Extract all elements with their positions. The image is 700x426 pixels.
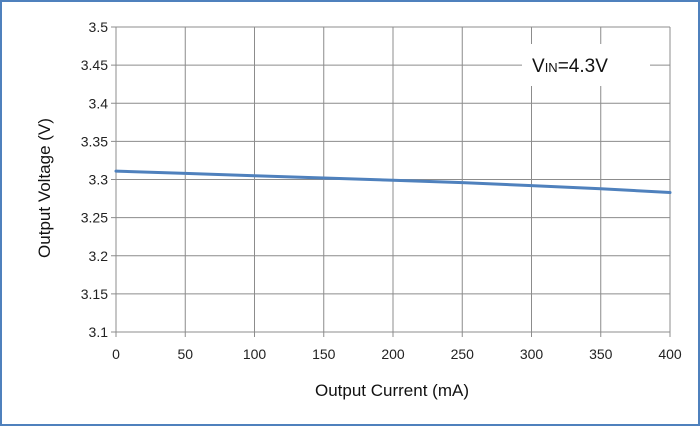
y-axis-ticks: 3.1 3.15 3.2 3.25 3.3 3.35 3.4 3.45 3.5 <box>81 19 116 340</box>
y-tick-label: 3.25 <box>81 210 108 226</box>
x-tick-label: 250 <box>451 346 475 362</box>
annotation-box: VIN=4.3V <box>522 44 650 86</box>
x-tick-label: 100 <box>243 346 267 362</box>
y-tick-label: 3.15 <box>81 286 108 302</box>
y-tick-label: 3.2 <box>89 248 109 264</box>
series-layer <box>114 169 672 194</box>
series-line <box>114 169 672 194</box>
x-tick-label: 350 <box>589 346 613 362</box>
x-axis-ticks: 0 50 100 150 200 250 300 350 400 <box>112 332 682 362</box>
y-tick-label: 3.1 <box>89 324 109 340</box>
y-axis-title: Output Voltage (V) <box>35 118 54 258</box>
x-tick-label: 200 <box>381 346 405 362</box>
x-tick-label: 150 <box>312 346 336 362</box>
y-tick-label: 3.45 <box>81 57 108 73</box>
y-tick-label: 3.5 <box>89 19 109 35</box>
x-axis-title: Output Current (mA) <box>315 381 469 400</box>
y-tick-label: 3.4 <box>89 95 109 111</box>
y-tick-label: 3.35 <box>81 133 108 149</box>
x-tick-label: 50 <box>177 346 193 362</box>
annotation-label: VIN=4.3V <box>532 56 608 77</box>
x-tick-label: 0 <box>112 346 120 362</box>
y-tick-label: 3.3 <box>89 172 109 188</box>
x-tick-label: 400 <box>658 346 682 362</box>
x-tick-label: 300 <box>520 346 544 362</box>
